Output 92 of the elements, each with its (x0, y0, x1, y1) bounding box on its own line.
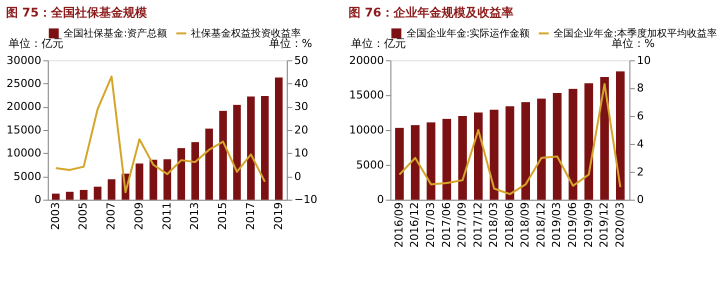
bar (474, 112, 483, 200)
bar (80, 190, 88, 200)
bar (205, 128, 213, 200)
y-tick-label: 20000 (6, 100, 42, 114)
bar (94, 186, 102, 200)
y-tick-label: 10000 (6, 146, 42, 160)
y2-tick-label: 10 (294, 146, 308, 160)
y2-tick-label: 30 (294, 100, 308, 114)
x-tick-label: 2019/12 (598, 202, 611, 248)
x-tick-label: 2016/12 (408, 202, 422, 248)
x-tick-label: 2019/03 (550, 202, 564, 248)
y-tick-label: 20000 (349, 54, 384, 67)
y-tick-label: 5000 (13, 170, 42, 183)
bar (584, 83, 594, 200)
bar (52, 194, 60, 200)
legend-label: 全国企业年金:实际运作金额 (406, 27, 530, 40)
y2-tick-label: 0 (636, 193, 644, 206)
x-tick-label: 2018/06 (502, 202, 516, 248)
y-tick-label: 15000 (349, 88, 384, 102)
bar (426, 122, 436, 200)
y-tick-label: 5000 (356, 158, 384, 172)
y2-tick-label: 10 (636, 54, 651, 67)
x-tick-label: 2007 (104, 202, 118, 230)
legend-label: 全国社保基金:资产总额 (64, 27, 168, 40)
bar (191, 142, 200, 200)
y-tick-label: 25000 (6, 77, 42, 90)
y-axis-title: 单位：亿元 (8, 36, 64, 50)
x-tick-label: 2018/03 (487, 202, 500, 248)
x-tick-label: 2003 (48, 202, 62, 230)
bar (108, 179, 116, 200)
bar (490, 110, 498, 200)
x-tick-label: 2015 (216, 202, 230, 230)
x-tick-label: 2017/09 (456, 202, 469, 248)
legend-label: 全国企业年金:本季度加权平均收益率 (554, 27, 718, 40)
bar (150, 160, 158, 200)
x-tick-label: 2018/12 (534, 202, 548, 248)
y-tick-label: 15000 (6, 123, 42, 136)
x-tick-label: 2019/09 (582, 202, 595, 248)
bar (506, 106, 514, 200)
bar (521, 102, 530, 200)
bar (136, 163, 144, 200)
bar (177, 148, 186, 200)
x-tick-label: 2005 (76, 202, 90, 230)
x-tick-label: 2017/12 (471, 202, 484, 248)
y2-axis-title: 单位：% (268, 36, 312, 50)
bar (274, 77, 283, 200)
y2-tick-label: 2 (636, 165, 644, 178)
bar (261, 96, 269, 200)
bar (442, 118, 452, 200)
bar (247, 96, 255, 200)
chart-title: 图 76：企业年金规模及收益率 (348, 5, 514, 20)
x-tick-label: 2017 (244, 202, 257, 230)
y2-tick-label: 8 (636, 82, 644, 95)
line-series (54, 76, 266, 194)
x-tick-label: 2019 (272, 202, 285, 230)
bar (600, 77, 609, 200)
bar (219, 110, 227, 200)
y2-tick-label: −10 (294, 193, 318, 206)
bar (616, 71, 625, 200)
y2-tick-label: 4 (636, 137, 644, 150)
x-tick-label: 2013 (188, 202, 202, 230)
x-tick-label: 2017/06 (440, 202, 453, 248)
bar (233, 104, 241, 200)
bar (410, 125, 420, 200)
y-tick-label: 0 (376, 193, 384, 206)
chart-title: 图 75：全国社保基金规模 (6, 5, 147, 20)
x-tick-label: 2011 (160, 202, 174, 230)
bar (395, 128, 404, 200)
x-tick-label: 2018/09 (518, 202, 532, 248)
bar (552, 93, 562, 200)
y-tick-label: 10000 (349, 123, 384, 136)
y-tick-label: 0 (34, 193, 42, 206)
bar (568, 88, 578, 200)
x-tick-label: 2019/06 (566, 202, 579, 248)
y2-tick-label: 40 (294, 77, 308, 90)
x-tick-label: 2020/03 (613, 202, 626, 248)
legend-label: 社保基金权益投资收益率 (191, 27, 302, 40)
bar (66, 192, 74, 200)
y2-tick-label: 0 (294, 170, 302, 183)
x-tick-label: 2009 (132, 202, 146, 230)
y-tick-label: 30000 (6, 54, 42, 67)
y2-tick-label: 6 (636, 110, 644, 123)
y2-tick-label: 20 (294, 123, 308, 136)
y-axis-title: 单位：亿元 (351, 36, 406, 50)
x-tick-label: 2017/03 (424, 202, 437, 248)
y2-tick-label: 50 (294, 54, 308, 67)
y2-axis-title: 单位：% (611, 36, 655, 50)
line-series (398, 82, 622, 196)
x-tick-label: 2016/09 (392, 202, 406, 248)
bar (163, 159, 172, 200)
bar (537, 98, 546, 200)
bar (458, 116, 467, 200)
